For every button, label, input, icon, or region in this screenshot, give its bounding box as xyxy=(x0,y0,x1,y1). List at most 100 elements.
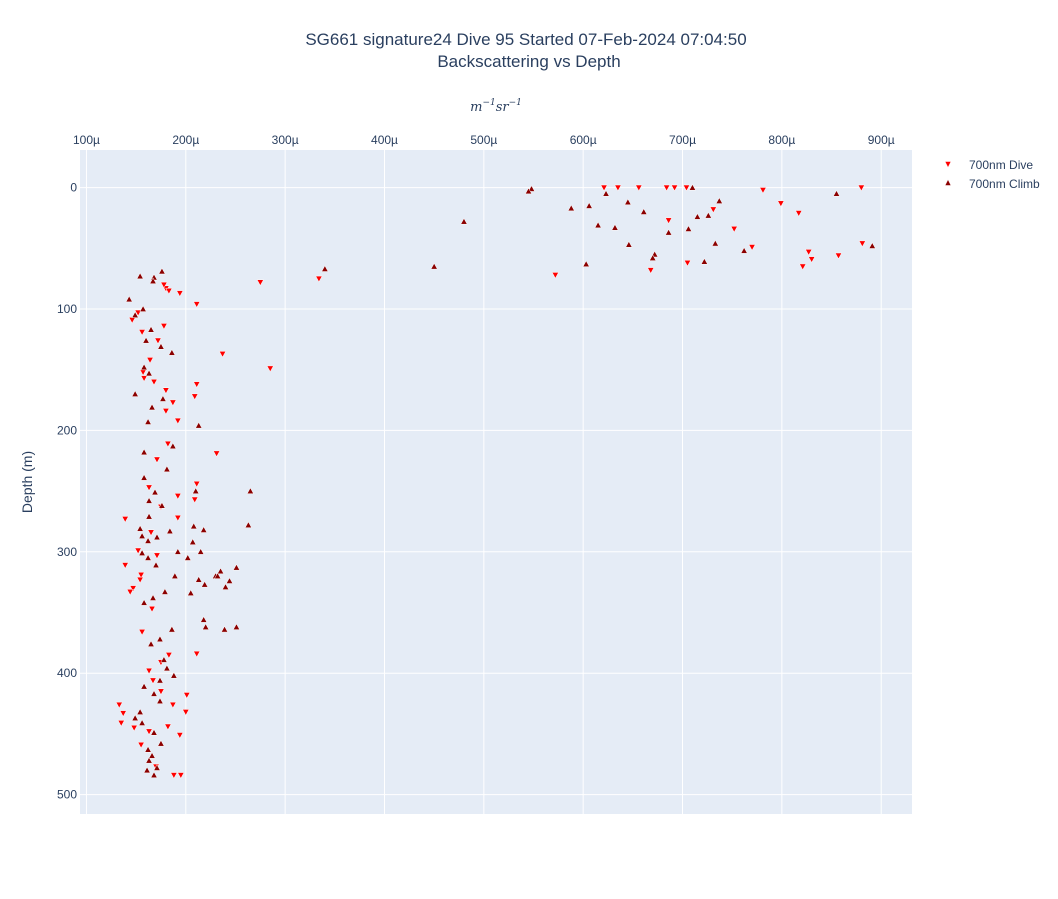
dive-point xyxy=(145,728,153,736)
dive-point xyxy=(174,514,182,522)
dive-point xyxy=(165,287,173,295)
climb-point xyxy=(163,465,171,473)
climb-point xyxy=(153,764,161,771)
dive-point xyxy=(614,184,622,192)
climb-point xyxy=(159,395,167,402)
dive-point xyxy=(759,187,767,194)
climb-point xyxy=(711,239,719,247)
climb-point xyxy=(190,522,198,530)
climb-point xyxy=(195,421,203,429)
dive-point xyxy=(709,206,717,214)
climb-point xyxy=(140,682,148,690)
legend-label-dive: 700nm Dive xyxy=(969,158,1033,172)
x-tick-label: 400µ xyxy=(371,133,398,147)
climb-point xyxy=(225,577,234,584)
dive-point xyxy=(137,741,145,749)
dive-point xyxy=(266,365,274,373)
dive-point xyxy=(682,184,691,192)
grid-layer xyxy=(80,150,912,814)
dive-point xyxy=(551,272,559,279)
climb-point xyxy=(166,527,174,535)
climb-point xyxy=(158,501,166,509)
climb-point xyxy=(139,305,147,312)
dive-point xyxy=(170,772,178,779)
climb-point xyxy=(150,728,158,736)
climb-point xyxy=(170,671,178,679)
dive-point xyxy=(160,323,168,330)
x-tick-label: 800µ xyxy=(768,133,795,147)
dive-point xyxy=(193,381,201,388)
climb-point xyxy=(832,189,841,197)
dive-point xyxy=(138,329,146,336)
dive-point xyxy=(193,480,201,488)
climb-point xyxy=(594,221,602,229)
dive-point xyxy=(130,724,138,732)
climb-point xyxy=(715,197,723,204)
climb-point xyxy=(147,640,155,647)
x-tick-label: 700µ xyxy=(669,133,696,147)
climb-point xyxy=(156,676,164,684)
climb-point xyxy=(148,403,156,411)
plot-area[interactable] xyxy=(80,150,912,814)
dive-point xyxy=(157,688,165,696)
y-tick-label: 200 xyxy=(57,423,77,437)
climb-point xyxy=(221,583,230,590)
climb-point xyxy=(131,311,139,318)
dive-point xyxy=(177,772,185,779)
climb-point xyxy=(136,708,144,715)
climb-point xyxy=(582,260,590,267)
dive-point xyxy=(176,732,184,739)
climb-point xyxy=(140,474,148,481)
dive-point xyxy=(183,692,191,699)
climb-point xyxy=(136,272,144,280)
dive-point xyxy=(145,667,153,675)
dive-point xyxy=(164,723,172,731)
dive-point xyxy=(635,184,643,192)
dive-point xyxy=(115,701,123,709)
dive-point xyxy=(140,375,148,382)
dive-point xyxy=(153,552,161,560)
climb-point xyxy=(460,217,468,225)
climb-point xyxy=(567,204,575,212)
x-tick-label: 900µ xyxy=(868,133,895,147)
climb-point xyxy=(144,554,152,561)
y-tick-label: 0 xyxy=(70,181,77,195)
dive-point xyxy=(191,393,199,401)
climb-point xyxy=(700,257,708,265)
marks-layer xyxy=(115,183,876,779)
legend-item-climb[interactable]: 700nm Climb xyxy=(944,177,1040,191)
legend-item-dive[interactable]: 700nm Dive xyxy=(944,158,1033,172)
legend-marker-climb xyxy=(944,178,952,186)
climb-point xyxy=(200,616,208,623)
climb-point xyxy=(145,369,153,377)
climb-point xyxy=(202,623,210,630)
dive-point xyxy=(174,493,182,500)
climb-point xyxy=(232,563,241,571)
climb-point xyxy=(200,526,208,533)
climb-point xyxy=(168,349,176,356)
climb-point xyxy=(140,363,148,371)
y-tick-label: 100 xyxy=(57,302,77,316)
dive-point xyxy=(169,701,177,709)
climb-point xyxy=(149,277,157,284)
climb-point xyxy=(704,211,712,219)
climb-point xyxy=(145,756,153,764)
climb-point xyxy=(174,548,182,555)
climb-point xyxy=(213,572,222,579)
climb-point xyxy=(148,752,156,759)
climb-point xyxy=(232,623,241,630)
dive-point xyxy=(146,357,154,364)
climb-point xyxy=(138,532,146,539)
climb-point xyxy=(321,265,329,272)
climb-point xyxy=(246,487,254,494)
dive-point xyxy=(119,710,127,717)
climb-point xyxy=(192,487,200,494)
climb-point xyxy=(158,267,166,275)
dive-point xyxy=(129,585,137,592)
climb-point xyxy=(244,521,253,528)
climb-point xyxy=(131,714,139,721)
dive-point xyxy=(218,351,227,358)
dive-point xyxy=(212,450,221,458)
dive-point xyxy=(795,210,803,217)
